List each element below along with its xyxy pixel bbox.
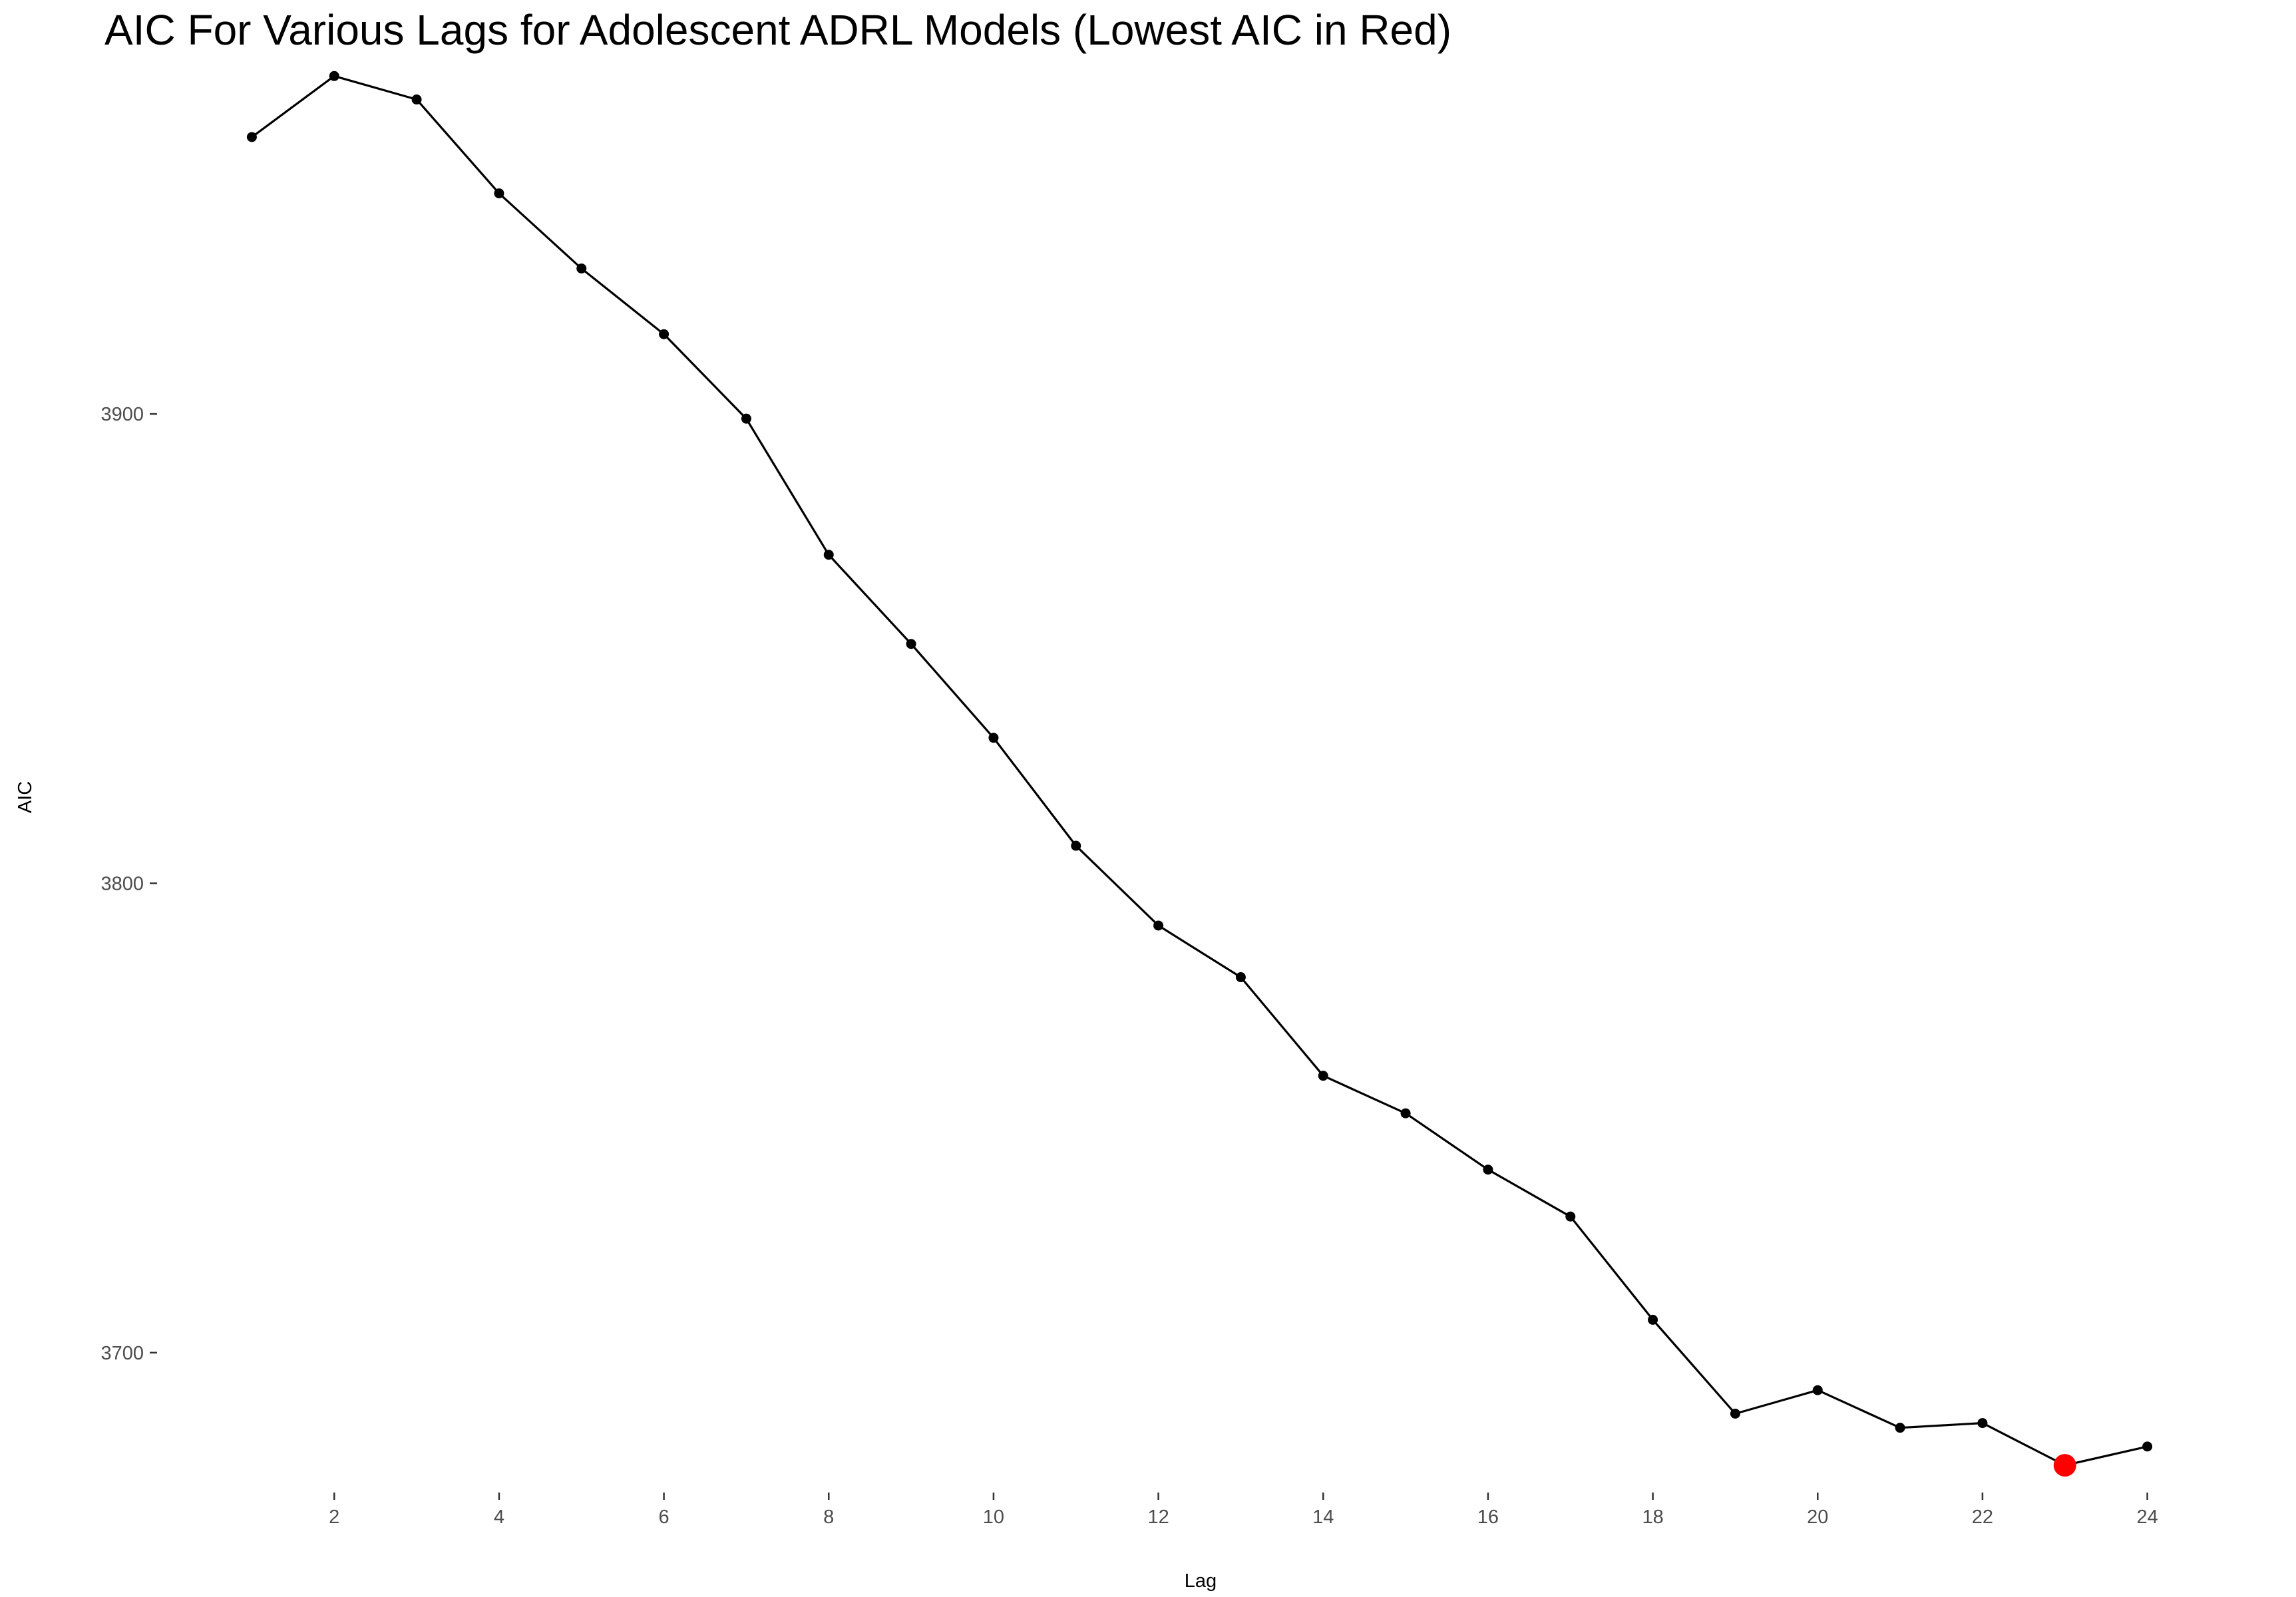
plot-area: [246, 71, 2153, 1477]
x-tick-label: 18: [1642, 1507, 1663, 1528]
data-point: [741, 413, 751, 424]
y-tick-label: 3700: [100, 1343, 144, 1364]
x-tick-label: 4: [494, 1507, 504, 1528]
data-point: [246, 132, 257, 142]
data-point: [1895, 1423, 1905, 1433]
x-axis-label: Lag: [1185, 1570, 1217, 1592]
x-tick-label: 12: [1147, 1507, 1169, 1528]
x-tick-label: 10: [983, 1507, 1004, 1528]
data-point: [1153, 920, 1164, 931]
data-point: [1730, 1409, 1740, 1419]
data-point: [411, 94, 422, 105]
data-point: [1318, 1071, 1328, 1081]
y-axis-label: AIC: [15, 781, 36, 813]
series-line: [251, 75, 2148, 1467]
x-tick-label: 2: [329, 1507, 339, 1528]
y-tick-label: 3900: [100, 404, 144, 425]
data-point: [1071, 840, 1081, 851]
data-point: [1235, 972, 1246, 983]
lowest-aic-point: [2053, 1454, 2076, 1477]
data-point: [659, 329, 670, 339]
x-tick-label: 16: [1477, 1507, 1499, 1528]
data-point: [988, 733, 999, 743]
y-tick-label: 3800: [100, 873, 144, 894]
data-point: [2142, 1441, 2153, 1452]
x-tick-label: 20: [1807, 1507, 1828, 1528]
data-point: [1565, 1211, 1576, 1222]
x-tick-label: 14: [1312, 1507, 1334, 1528]
x-axis-ticks: 2 4 6 8 10 12 14 16 18 20 22 24: [329, 1493, 2158, 1528]
data-point: [1648, 1314, 1658, 1325]
x-tick-label: 8: [823, 1507, 834, 1528]
data-point: [494, 188, 504, 199]
x-tick-label: 22: [1972, 1507, 1993, 1528]
data-point: [576, 263, 587, 273]
data-point: [906, 639, 916, 649]
x-tick-label: 24: [2136, 1507, 2158, 1528]
y-axis-ticks: 3700 3800 3900: [100, 404, 157, 1364]
data-point: [1483, 1164, 1493, 1175]
data-point: [329, 71, 339, 81]
data-point: [1812, 1385, 1823, 1395]
data-point: [823, 550, 834, 560]
chart-title: AIC For Various Lags for Adolescent ADRL…: [104, 6, 1451, 54]
data-point: [1400, 1108, 1411, 1119]
x-tick-label: 6: [659, 1507, 670, 1528]
data-point: [1977, 1418, 1988, 1429]
